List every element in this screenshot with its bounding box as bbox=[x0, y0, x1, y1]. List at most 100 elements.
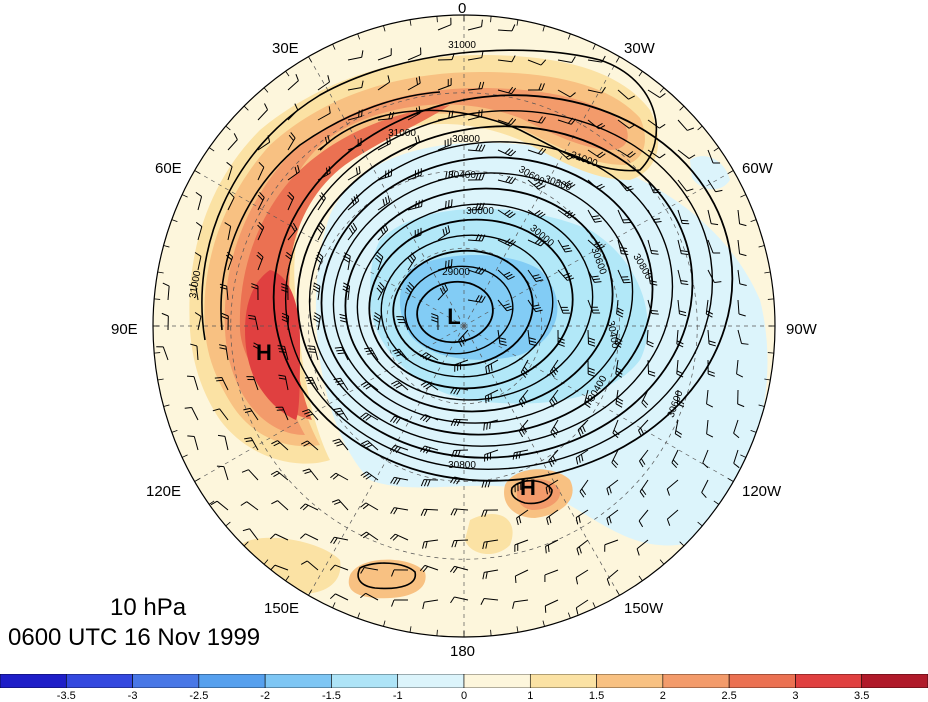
wind-barb bbox=[485, 359, 499, 374]
boundary-tick bbox=[308, 589, 312, 596]
wind-barb bbox=[252, 342, 261, 361]
meridian-line bbox=[463, 56, 620, 327]
wind-barb bbox=[587, 359, 595, 377]
wind-barb bbox=[587, 149, 606, 159]
wind-barb bbox=[467, 19, 483, 31]
wind-barb bbox=[737, 269, 747, 286]
wind-barb bbox=[557, 299, 570, 314]
wind-barb bbox=[737, 389, 745, 408]
boundary-tick bbox=[767, 298, 774, 300]
wind-barb bbox=[419, 564, 439, 573]
lon-label-60w: 60W bbox=[742, 160, 773, 177]
wind-barb bbox=[437, 78, 452, 91]
wind-barb bbox=[360, 502, 379, 511]
wind-barb bbox=[587, 329, 596, 347]
boundary-tick bbox=[285, 575, 290, 581]
boundary-tick bbox=[758, 245, 765, 248]
wind-barb bbox=[278, 374, 289, 391]
wind-barb bbox=[617, 269, 631, 284]
boundary-tick bbox=[616, 589, 620, 596]
lon-label-120e: 120E bbox=[146, 483, 182, 500]
wind-barb bbox=[347, 222, 358, 241]
wind-barb bbox=[217, 434, 229, 451]
wind-barb bbox=[514, 569, 529, 584]
boundary-tick bbox=[285, 71, 290, 77]
wind-barb bbox=[497, 269, 515, 280]
wind-barb bbox=[733, 449, 740, 469]
boundary-tick bbox=[567, 33, 571, 40]
wind-barb bbox=[330, 472, 349, 481]
colorbar-swatch bbox=[795, 674, 863, 688]
wind-barb bbox=[546, 509, 559, 526]
height-contour bbox=[308, 141, 674, 447]
boundary-tick bbox=[163, 404, 170, 407]
wind-barb bbox=[226, 161, 233, 181]
boundary-tick bbox=[308, 56, 312, 63]
wind-barb bbox=[269, 533, 289, 541]
boundary-tick bbox=[436, 629, 438, 636]
wind-barb bbox=[287, 132, 296, 151]
wind-barb bbox=[377, 195, 391, 211]
pressure-level-title: 10 hPa bbox=[110, 594, 187, 621]
contour-label: 30400 bbox=[605, 320, 621, 350]
wind-barb bbox=[317, 106, 331, 121]
lon-label-30e: 30E bbox=[272, 40, 299, 57]
wind-barb bbox=[390, 507, 409, 515]
wind-barb bbox=[300, 440, 319, 451]
wind-barb bbox=[576, 539, 589, 556]
map-disk: 3100031000310003100031000308003080030800… bbox=[153, 15, 775, 637]
wind-barb bbox=[617, 209, 631, 224]
wind-barb bbox=[437, 17, 452, 31]
wind-barb bbox=[545, 539, 559, 554]
colorbar-label: 3 bbox=[792, 690, 799, 702]
wind-barb bbox=[377, 75, 391, 91]
wind-barb bbox=[391, 380, 409, 391]
boundary-tick bbox=[263, 87, 269, 93]
wind-barb bbox=[707, 239, 721, 254]
wind-barb bbox=[647, 119, 666, 129]
colorbar-label: 2.5 bbox=[721, 690, 737, 702]
wind-barb bbox=[497, 24, 516, 32]
wind-barb bbox=[347, 80, 364, 91]
wind-barb bbox=[606, 509, 619, 526]
wind-barb bbox=[287, 73, 299, 91]
boundary-tick bbox=[516, 626, 519, 633]
colorbar-swatch bbox=[529, 674, 597, 688]
height-contour bbox=[332, 172, 634, 424]
wind-barb bbox=[677, 149, 696, 159]
colorbar-label: 2 bbox=[659, 690, 666, 702]
contour-label: 31000 bbox=[448, 40, 476, 51]
colorbar-swatch bbox=[596, 674, 664, 688]
height-contour bbox=[296, 125, 694, 459]
wind-barb bbox=[646, 329, 654, 348]
wind-barb bbox=[575, 599, 589, 615]
wind-barb bbox=[161, 312, 169, 331]
boundary-tick bbox=[750, 219, 757, 223]
wind-barb bbox=[677, 179, 694, 192]
wind-barb bbox=[647, 149, 666, 159]
lon-label-90e: 90E bbox=[111, 321, 138, 338]
meridian-line bbox=[194, 170, 465, 327]
colorbar bbox=[0, 674, 928, 688]
contour-label: 30800 bbox=[448, 460, 476, 471]
wind-barb bbox=[329, 564, 349, 571]
wind-barb bbox=[329, 593, 349, 601]
wind-barb bbox=[391, 569, 409, 577]
wind-barb bbox=[736, 359, 744, 378]
colorbar-label: 3.5 bbox=[854, 690, 870, 702]
boundary-tick bbox=[764, 378, 771, 381]
colorbar-label: -2.5 bbox=[189, 690, 209, 702]
wind-barb bbox=[550, 419, 559, 438]
wind-barb bbox=[701, 479, 709, 498]
wind-barb bbox=[331, 499, 349, 511]
wind-barb bbox=[227, 191, 235, 211]
wind-barb bbox=[514, 539, 529, 552]
wind-barb bbox=[512, 599, 529, 609]
boundary-tick bbox=[758, 404, 765, 407]
wind-barb bbox=[467, 295, 486, 303]
wind-barb bbox=[707, 149, 721, 164]
wind-barb bbox=[347, 166, 361, 181]
cold-region-core bbox=[399, 255, 558, 360]
wind-barb bbox=[332, 438, 349, 451]
height-contours bbox=[201, 49, 734, 590]
